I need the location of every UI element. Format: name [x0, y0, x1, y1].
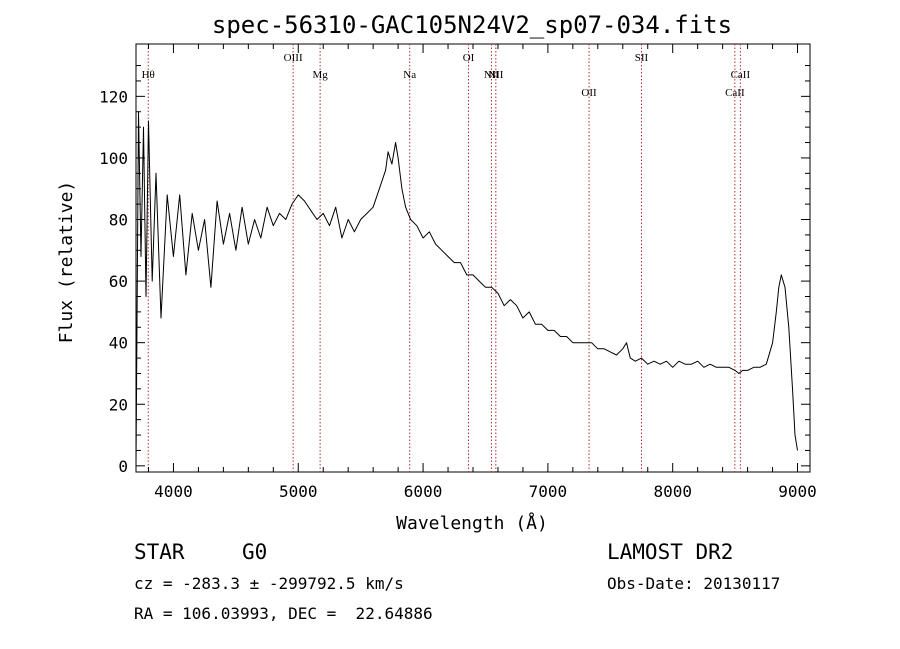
x-axis-label: Wavelength (Å)	[396, 512, 548, 534]
line-label-4: OI	[463, 52, 475, 64]
survey-name: LAMOST DR2	[607, 540, 734, 564]
velocity-readout: cz = -283.3 ± -299792.5 km/s	[134, 574, 404, 593]
line-label-10: CaII	[731, 69, 751, 81]
y-tick-label-100: 100	[99, 149, 128, 168]
line-label-3: Na	[403, 69, 416, 81]
flux-line-0	[135, 111, 798, 466]
plot-frame	[135, 43, 811, 473]
spectral-subclass: G0	[242, 540, 268, 564]
line-label-7: OII	[581, 87, 597, 99]
y-tick-label-80: 80	[109, 211, 128, 230]
y-tick-label-0: 0	[118, 457, 128, 476]
line-label-6: NII	[488, 69, 504, 81]
x-tick-label-4000: 4000	[154, 482, 193, 501]
line-label-2: Mg	[312, 69, 328, 81]
y-tick-label-60: 60	[109, 272, 128, 291]
x-tick-label-5000: 5000	[279, 482, 318, 501]
x-axis-ticks: 4000 5000 6000 7000 8000 9000	[147, 44, 817, 501]
line-label-0: Hθ	[142, 69, 155, 81]
chart-title: spec-56310-GAC105N24V2_sp07-034.fits	[212, 11, 732, 39]
flux-series	[135, 111, 798, 466]
y-axis-label: Flux (relative)	[56, 181, 77, 344]
sky-coordinates: RA = 106.03993, DEC = 22.64886	[134, 604, 433, 623]
line-label-1: OIII	[284, 52, 303, 64]
y-tick-label-120: 120	[99, 87, 128, 106]
plot-border	[135, 43, 811, 473]
x-tick-label-9000: 9000	[778, 482, 817, 501]
observation-date: Obs-Date: 20130117	[607, 574, 781, 593]
y-tick-label-40: 40	[109, 334, 128, 353]
line-label-8: SII	[635, 52, 649, 64]
y-tick-label-20: 20	[109, 395, 128, 414]
x-tick-label-8000: 8000	[653, 482, 692, 501]
line-label-9: CaII	[725, 87, 745, 99]
x-tick-label-7000: 7000	[529, 482, 568, 501]
y-axis-ticks: 0 20 40 60 80 100 120	[99, 65, 810, 476]
object-class: STAR	[134, 540, 185, 564]
x-tick-label-6000: 6000	[404, 482, 443, 501]
